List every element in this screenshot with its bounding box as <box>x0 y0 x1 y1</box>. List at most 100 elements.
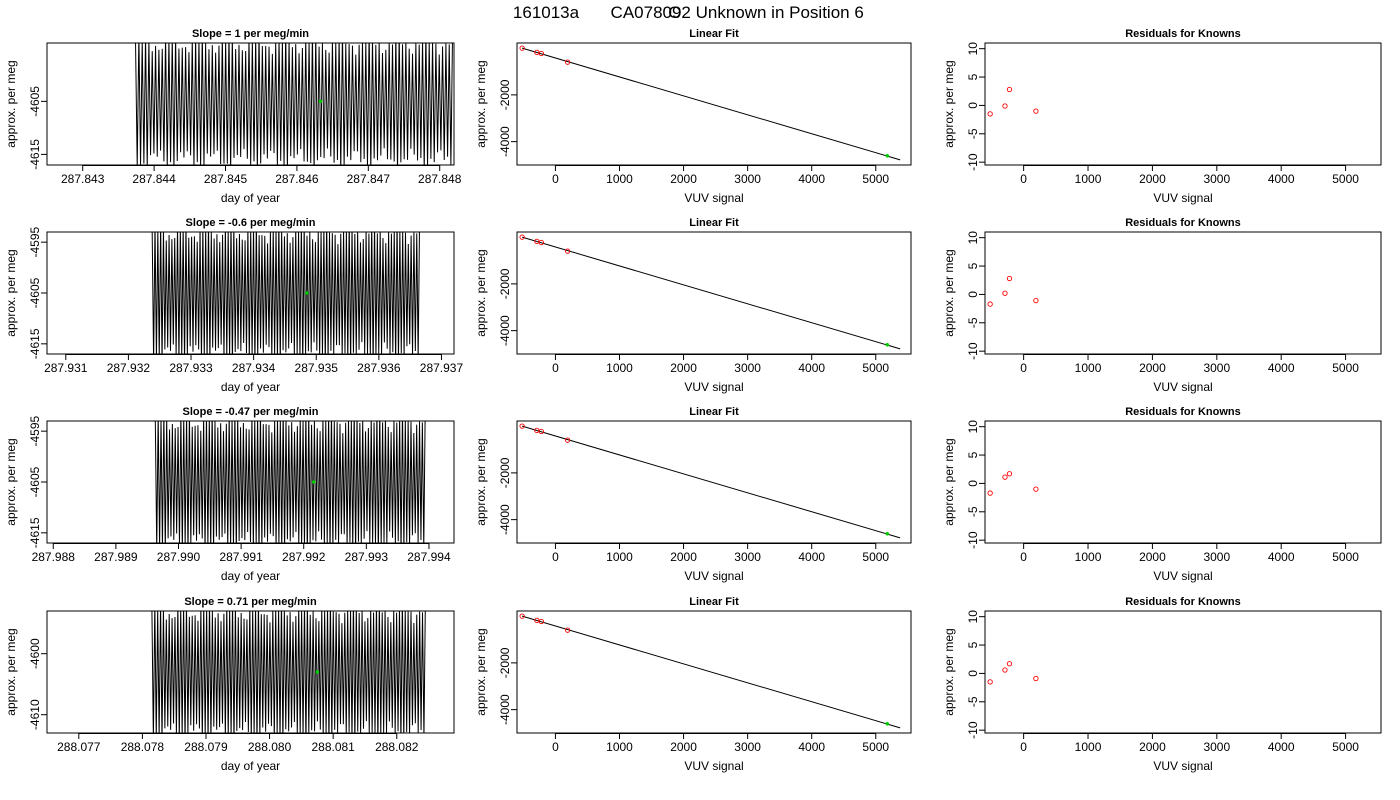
y-tick-label: -4000 <box>498 504 512 535</box>
y-tick-label: -4605 <box>28 277 42 308</box>
known-point-4 <box>564 627 571 633</box>
plot-area <box>519 234 901 350</box>
residual-point-1 <box>987 490 993 496</box>
x-tick-label: 2000 <box>1139 550 1166 564</box>
x-tick-label: 1000 <box>1075 740 1102 754</box>
panel-title: Slope = -0.47 per meg/min <box>182 406 318 418</box>
x-axis-label: day of year <box>221 759 280 773</box>
x-tick-label: 287.991 <box>219 550 263 564</box>
measurement-trace <box>135 43 453 165</box>
main-title-position: O2 Unknown in Position 6 <box>668 3 864 22</box>
x-axis-label: day of year <box>221 380 280 394</box>
x-tick-label: 5000 <box>862 550 889 564</box>
x-tick-label: 0 <box>552 740 559 754</box>
plot-area <box>987 471 1039 496</box>
x-tick-label: 288.080 <box>248 740 292 754</box>
panel-r2-timeseries: Slope = -0.6 per meg/min 287.931 287.932 28… <box>4 217 463 394</box>
x-tick-label: 287.846 <box>275 172 319 186</box>
y-tick-label: -10 <box>966 531 980 549</box>
known-point-3 <box>538 50 544 57</box>
x-tick-label: 287.937 <box>420 361 464 375</box>
x-tick-label: 2000 <box>1139 740 1166 754</box>
x-tick-label: 0 <box>1020 361 1027 375</box>
y-axis-label: approx. per meg <box>474 438 488 525</box>
residual-point-4 <box>1033 486 1039 492</box>
measurement-trace <box>151 611 426 733</box>
y-tick-label: -4000 <box>498 126 512 157</box>
panel-r4-residuals: Residuals for Knowns 0 1000 2000 3000 4000 500… <box>942 596 1382 773</box>
x-tick-label: 4000 <box>1268 740 1295 754</box>
y-tick-label: 0 <box>966 102 980 109</box>
x-tick-label: 2000 <box>670 740 697 754</box>
y-tick-label: 5 <box>966 73 980 80</box>
y-axis-label: approx. per meg <box>942 628 956 715</box>
x-axis-label: VUV signal <box>684 569 743 583</box>
known-point-4 <box>564 59 571 65</box>
panel-r2-residuals: Residuals for Knowns 0 1000 2000 3000 4000 500… <box>942 217 1382 394</box>
y-tick-label: -2000 <box>498 647 512 678</box>
residual-point-4 <box>1033 108 1039 114</box>
y-tick-label: 10 <box>966 420 980 434</box>
plot-frame <box>984 231 1382 355</box>
panel-title: Slope = 0.71 per meg/min <box>184 596 317 608</box>
x-tick-label: 287.934 <box>232 361 276 375</box>
main-title-tank: CA07809 <box>611 3 682 22</box>
y-tick-label: 5 <box>966 451 980 458</box>
x-tick-label: 287.847 <box>347 172 391 186</box>
residual-point-3 <box>1006 275 1013 282</box>
panel-grid: Slope = 1 per meg/min 287.843 287.844 287.8… <box>4 28 1382 773</box>
x-tick-label: 1000 <box>606 740 633 754</box>
y-tick-label: -4000 <box>498 694 512 725</box>
x-tick-label: 287.932 <box>107 361 151 375</box>
x-tick-label: 287.843 <box>61 172 105 186</box>
known-point-3 <box>538 239 544 246</box>
plot-area <box>135 43 453 165</box>
panel-title: Linear Fit <box>689 406 739 418</box>
unknown-mean-point <box>318 99 323 104</box>
y-tick-label: -5 <box>966 696 980 707</box>
x-tick-label: 1000 <box>606 172 633 186</box>
panel-title: Linear Fit <box>689 596 739 608</box>
y-tick-label: -4595 <box>28 416 42 447</box>
residual-point-4 <box>1033 675 1039 682</box>
x-axis-label: VUV signal <box>1153 569 1212 583</box>
x-tick-label: 4000 <box>1268 550 1295 564</box>
y-axis-label: approx. per meg <box>4 60 18 147</box>
x-tick-label: 287.845 <box>204 172 248 186</box>
y-tick-label: -5 <box>966 506 980 517</box>
y-axis-label: approx. per meg <box>942 438 956 525</box>
y-axis-label: approx. per meg <box>474 628 488 715</box>
y-axis-label: approx. per meg <box>942 249 956 336</box>
panel-r2-linear-fit: Linear Fit 0 1000 2000 3000 4000 5000 -2000 -400… <box>474 217 912 394</box>
y-tick-label: -4600 <box>28 638 42 669</box>
panel-r3-residuals: Residuals for Knowns 0 1000 2000 3000 4000 500… <box>942 406 1382 583</box>
x-tick-label: 287.988 <box>32 550 76 564</box>
x-tick-label: 0 <box>552 172 559 186</box>
residual-point-1 <box>987 111 993 117</box>
x-tick-label: 1000 <box>1075 361 1102 375</box>
known-point-4 <box>564 248 571 254</box>
fit-line <box>521 47 901 161</box>
y-tick-label: -5 <box>966 317 980 328</box>
x-tick-label: 0 <box>1020 550 1027 564</box>
y-tick-label: -10 <box>966 342 980 360</box>
residual-point-2 <box>1002 474 1008 480</box>
y-axis-label: approx. per meg <box>474 60 488 147</box>
x-tick-label: 1000 <box>1075 172 1102 186</box>
fit-line <box>521 425 901 539</box>
y-tick-label: 0 <box>966 291 980 298</box>
x-tick-label: 5000 <box>1332 361 1359 375</box>
plot-frame <box>516 231 912 355</box>
y-tick-label: -2000 <box>498 79 512 110</box>
y-axis-label: approx. per meg <box>942 60 956 147</box>
x-tick-label: 5000 <box>862 172 889 186</box>
x-axis-label: day of year <box>221 569 280 583</box>
x-tick-label: 288.078 <box>121 740 165 754</box>
panel-r3-timeseries: Slope = -0.47 per meg/min 287.988 287.989 2… <box>4 406 455 583</box>
x-axis-label: VUV signal <box>1153 191 1212 205</box>
plot-frame <box>984 42 1382 166</box>
known-point-1 <box>519 45 525 51</box>
x-tick-label: 2000 <box>670 361 697 375</box>
x-tick-label: 3000 <box>1203 550 1230 564</box>
residual-point-1 <box>987 679 993 685</box>
